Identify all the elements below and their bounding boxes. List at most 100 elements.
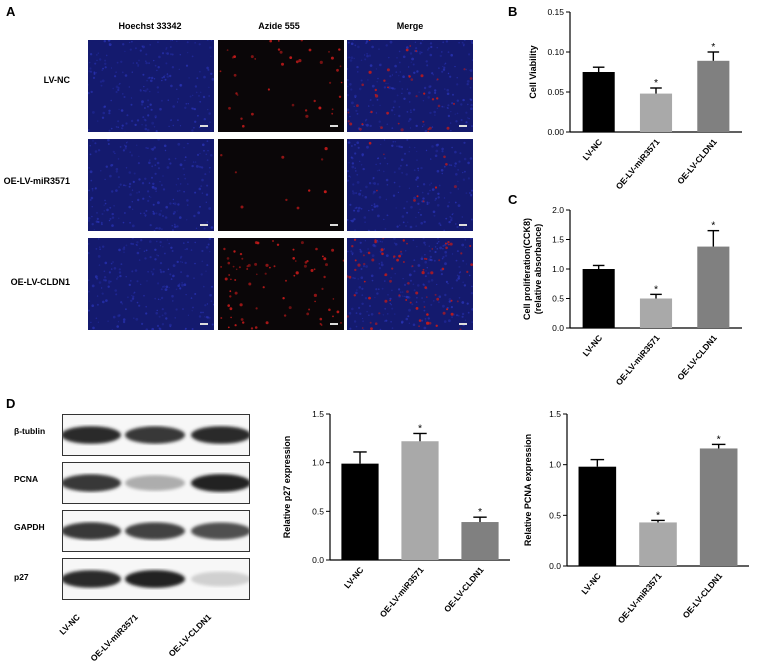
- y-axis-label-2: (relative absorbance): [533, 224, 543, 315]
- bar: [639, 298, 673, 328]
- y-tick-label: 1.0: [552, 264, 564, 274]
- significance-marker: *: [711, 220, 715, 232]
- blot-band: [191, 426, 249, 444]
- bar: [697, 246, 730, 328]
- category-label: OE-LV-miR3571: [378, 565, 426, 620]
- y-tick-label: 0.0: [552, 323, 564, 333]
- y-tick-label: 0.00: [547, 127, 564, 137]
- micrograph-1-1: [88, 40, 214, 132]
- category-label: OE-LV-CLDN1: [675, 137, 719, 187]
- row-label-lv-nc: LV-NC: [43, 75, 70, 85]
- column-title-hoechst: Hoechst 33342: [118, 21, 182, 31]
- blot-band: [125, 426, 185, 444]
- blot-label-pcna: PCNA: [14, 474, 39, 484]
- blot-lane-oe-lv-cldn1: OE-LV-CLDN1: [166, 612, 214, 659]
- y-tick-label: 0.5: [312, 506, 324, 516]
- y-tick-label: 0.5: [552, 294, 564, 304]
- blot-lane-oe-lv-mir3571: OE-LV-miR3571: [88, 612, 140, 664]
- bar: [699, 448, 738, 566]
- category-label: LV-NC: [579, 571, 603, 596]
- bar: [582, 269, 615, 328]
- category-label: OE-LV-miR3571: [614, 137, 662, 192]
- significance-marker: *: [654, 283, 658, 295]
- category-label: OE-LV-CLDN1: [681, 571, 725, 621]
- y-tick-label: 1.5: [312, 409, 324, 419]
- bar: [461, 522, 499, 560]
- category-label: OE-LV-CLDN1: [675, 333, 719, 383]
- significance-marker: *: [656, 509, 660, 521]
- y-tick-label: 2.0: [552, 205, 564, 215]
- panel-label-d: D: [6, 396, 16, 411]
- blot-band: [125, 570, 185, 588]
- blot-lane-lv-nc: LV-NC: [57, 612, 82, 637]
- blot-band: [191, 522, 249, 540]
- chart-cell-proliferation: 0.0 0.5 1.0 1.5 2.0 Cell proliferation(CCK8)(…: [522, 205, 742, 388]
- bar: [578, 466, 617, 566]
- bar: [639, 93, 673, 132]
- micrograph-2-2: [218, 139, 344, 231]
- bar: [639, 522, 677, 566]
- micrograph-3-3: [347, 238, 473, 330]
- y-axis-label: Cell Viability: [528, 45, 538, 98]
- y-axis-label: Relative p27 expression: [282, 436, 292, 539]
- y-tick-label: 1.5: [552, 235, 564, 245]
- bar: [582, 72, 615, 132]
- blot-band: [63, 426, 121, 444]
- category-label: OE-LV-miR3571: [614, 333, 662, 388]
- micrograph-1-3: [347, 40, 473, 132]
- blot-label-p27: p27: [14, 572, 29, 582]
- panel-label-b: B: [508, 4, 518, 19]
- chart-pcna-expression: 0.0 0.5 1.0 1.5 Relative PCNA expression LV-N…: [523, 409, 749, 626]
- blot-band: [191, 474, 249, 492]
- significance-marker: *: [654, 77, 658, 89]
- row-label-oe-lv-mir3571: OE-LV-miR3571: [3, 176, 70, 186]
- blot-strip-1: [62, 414, 250, 456]
- panel-label-c: C: [508, 192, 518, 207]
- y-tick-label: 1.0: [549, 460, 561, 470]
- panel-label-a: A: [6, 4, 16, 19]
- category-label: LV-NC: [581, 333, 605, 358]
- column-title-azide: Azide 555: [258, 21, 300, 31]
- micrograph-3-2: [218, 238, 344, 330]
- column-title-merge: Merge: [396, 21, 424, 31]
- chart-p27-expression: 0.0 0.5 1.0 1.5 Relative p27 expression LV-NC…: [282, 409, 510, 620]
- bar: [341, 463, 379, 560]
- category-label: OE-LV-miR3571: [616, 571, 664, 626]
- blot-band: [63, 474, 121, 492]
- blot-band: [125, 522, 185, 540]
- micrograph-2-1: [88, 139, 214, 231]
- y-tick-label: 1.0: [312, 458, 324, 468]
- blot-strip-2: [62, 462, 250, 504]
- significance-marker: *: [478, 506, 482, 518]
- y-tick-label: 0.0: [312, 555, 324, 565]
- category-label: LV-NC: [581, 137, 605, 162]
- blot-strip-3: [62, 510, 250, 552]
- category-label: OE-LV-CLDN1: [442, 565, 486, 615]
- row-label-oe-lv-cldn1: OE-LV-CLDN1: [10, 277, 70, 287]
- y-tick-label: 0.5: [549, 510, 561, 520]
- blot-band: [63, 570, 121, 588]
- blot-band: [63, 522, 121, 540]
- y-tick-label: 0.10: [547, 47, 564, 57]
- y-tick-label: 0.15: [547, 7, 564, 17]
- blot-label-tubulin: β-tublin: [14, 426, 46, 436]
- micrograph-3-1: [88, 238, 214, 330]
- y-tick-label: 1.5: [549, 409, 561, 419]
- blot-strip-4: [62, 558, 250, 600]
- y-axis-label: Relative PCNA expression: [523, 434, 533, 546]
- micrograph-2-3: [347, 139, 473, 231]
- micrograph-1-2: [218, 40, 344, 132]
- chart-cell-viability: 0.00 0.05 0.10 0.15 Cell Viability LV-NC * OE-L…: [528, 7, 742, 192]
- y-axis-label: Cell proliferation(CCK8): [522, 218, 532, 320]
- y-tick-label: 0.05: [547, 87, 564, 97]
- category-label: LV-NC: [342, 565, 366, 590]
- blot-band: [191, 571, 249, 587]
- bar: [697, 60, 730, 132]
- y-tick-label: 0.0: [549, 561, 561, 571]
- significance-marker: *: [418, 422, 422, 434]
- significance-marker: *: [711, 41, 715, 53]
- significance-marker: *: [717, 433, 721, 445]
- bar: [401, 441, 439, 560]
- blot-band: [125, 475, 185, 491]
- blot-label-gapdh: GAPDH: [14, 522, 45, 532]
